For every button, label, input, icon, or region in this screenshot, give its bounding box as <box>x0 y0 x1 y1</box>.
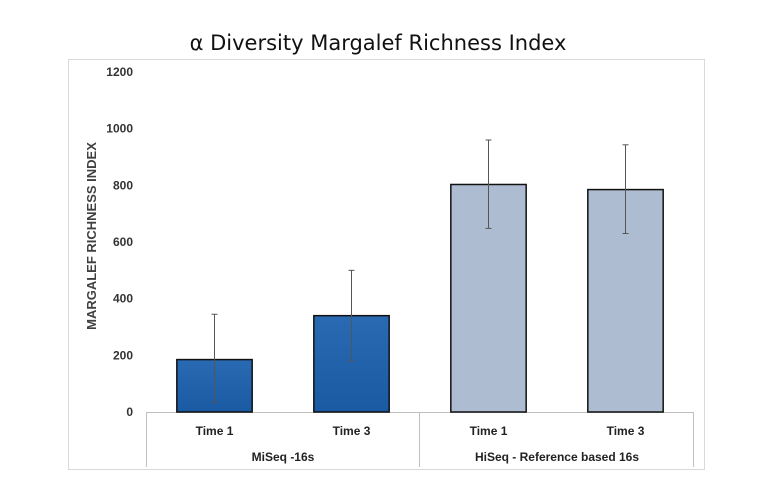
y-tick-label: 400 <box>113 292 133 306</box>
y-tick-label: 1200 <box>106 65 133 79</box>
chart-frame <box>68 59 705 470</box>
y-tick-label: 1000 <box>106 122 133 136</box>
chart-title: α Diversity Margalef Richness Index <box>190 31 567 55</box>
y-tick-label: 600 <box>113 235 133 249</box>
category-label: Time 3 <box>607 424 645 438</box>
category-label: Time 1 <box>196 424 234 438</box>
category-label: Time 1 <box>470 424 508 438</box>
y-tick-label: 200 <box>113 348 133 362</box>
bar-layer <box>176 139 664 413</box>
y-tick-label: 0 <box>126 405 133 419</box>
group-label: HiSeq - Reference based 16s <box>475 450 639 464</box>
label-layer: Time 1 Time 3 Time 1 Time 3 MiSeq -16s HiSeq … <box>196 424 645 464</box>
y-tick-label: 800 <box>113 178 133 192</box>
category-label: Time 3 <box>333 424 371 438</box>
y-axis-label: MARGALEF RICHNESS INDEX <box>84 142 99 330</box>
group-label: MiSeq -16s <box>252 450 315 464</box>
